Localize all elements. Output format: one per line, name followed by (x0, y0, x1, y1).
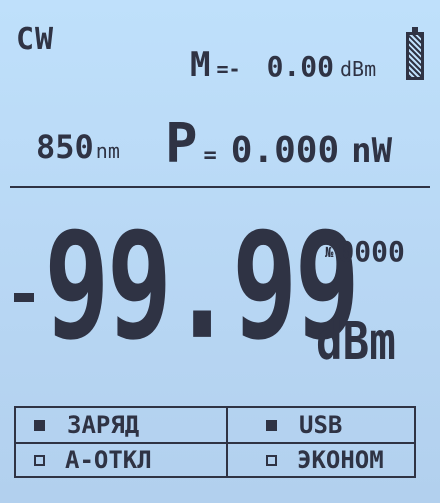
status-auto-off: А-ОТКЛ (16, 442, 226, 476)
status-auto-off-label: А-ОТКЛ (65, 446, 152, 474)
power-unit: nW (351, 131, 393, 171)
wavelength-readout: 850 nm (36, 128, 120, 166)
memory-unit: dBm (340, 57, 377, 81)
indicator-off-icon (266, 454, 277, 466)
measurement-counter: № 0000 (325, 235, 405, 268)
reading-sign (14, 293, 34, 302)
power-eq: = (203, 143, 217, 168)
main-reading-unit: dBm (316, 312, 396, 372)
divider-line (10, 186, 430, 188)
power-label: P (165, 112, 198, 175)
mode-indicator: CW (16, 22, 55, 57)
wavelength-unit: nm (95, 139, 120, 163)
indicator-on-icon (266, 419, 277, 431)
status-charge-label: ЗАРЯД (67, 411, 140, 439)
power-value: 0.000 (230, 130, 340, 171)
status-panel: ЗАРЯД USB А-ОТКЛ ЭКОНОМ (14, 406, 416, 478)
memory-label: M (190, 45, 211, 85)
battery-icon (406, 27, 424, 80)
status-eco: ЭКОНОМ (226, 442, 414, 476)
memory-value: 0.00 (266, 50, 335, 83)
status-charge: ЗАРЯД (16, 408, 226, 442)
memory-eq: =- (216, 57, 241, 81)
counter-symbol: № (325, 245, 334, 261)
counter-value: 0000 (337, 235, 405, 268)
status-eco-label: ЭКОНОМ (297, 446, 384, 474)
wavelength-value: 850 (36, 128, 94, 166)
main-reading-value: 99.99 (44, 201, 360, 373)
indicator-on-icon (34, 419, 45, 431)
indicator-off-icon (34, 454, 45, 466)
status-usb-label: USB (299, 411, 343, 439)
status-usb: USB (226, 408, 414, 442)
memory-readout: M =- 0.00 dBm (190, 45, 376, 85)
power-readout: P = 0.000 nW (165, 112, 392, 175)
